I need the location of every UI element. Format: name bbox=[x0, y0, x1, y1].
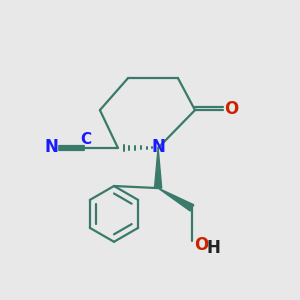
Text: O: O bbox=[224, 100, 238, 118]
Text: N: N bbox=[152, 138, 166, 156]
Polygon shape bbox=[154, 148, 162, 188]
Text: C: C bbox=[80, 132, 91, 147]
Polygon shape bbox=[158, 188, 194, 211]
Text: H: H bbox=[207, 239, 220, 257]
Text: O: O bbox=[194, 236, 209, 254]
Text: N: N bbox=[44, 138, 58, 156]
